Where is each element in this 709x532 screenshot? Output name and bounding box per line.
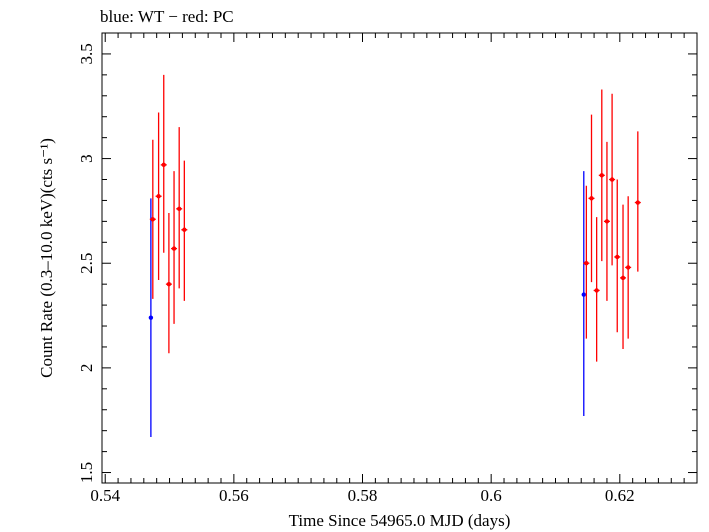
data-point xyxy=(594,288,599,293)
data-point xyxy=(156,194,161,199)
x-axis: 0.54 0.56 0.58 0.6 0.62 xyxy=(90,33,698,505)
data-point xyxy=(584,261,589,266)
y-axis: 1.5 2 2.5 3 3.5 xyxy=(77,32,697,483)
series-pc xyxy=(149,74,641,362)
data-point xyxy=(148,315,154,320)
chart-title: blue: WT − red: PC xyxy=(100,7,234,26)
data-series xyxy=(148,74,641,437)
x-tick-label: 0.6 xyxy=(481,486,502,505)
data-point xyxy=(171,246,177,251)
data-point xyxy=(182,227,187,232)
data-point xyxy=(166,281,172,287)
plot-frame xyxy=(101,32,698,484)
data-point xyxy=(161,162,166,168)
y-tick-label: 3 xyxy=(77,154,96,163)
y-tick-label: 1.5 xyxy=(77,462,96,483)
data-point xyxy=(620,275,626,281)
y-tick-label: 2 xyxy=(77,364,96,373)
data-point xyxy=(581,292,586,297)
data-point xyxy=(625,265,631,270)
x-tick-label: 0.54 xyxy=(90,486,120,505)
data-point xyxy=(150,217,156,222)
y-tick-label: 3.5 xyxy=(77,43,96,64)
data-point xyxy=(615,254,620,260)
data-point xyxy=(609,177,615,182)
data-point xyxy=(604,219,610,224)
x-tick-label: 0.62 xyxy=(605,486,635,505)
x-tick-label: 0.58 xyxy=(348,486,378,505)
data-point xyxy=(635,200,641,205)
data-point xyxy=(589,196,594,201)
y-tick-label: 2.5 xyxy=(77,253,96,274)
x-tick-label: 0.56 xyxy=(219,486,249,505)
y-axis-title: Count Rate (0.3–10.0 keV)(cts s⁻¹) xyxy=(37,138,56,378)
data-point xyxy=(599,173,604,178)
series-wt xyxy=(148,171,586,437)
data-point xyxy=(176,206,182,212)
x-axis-title: Time Since 54965.0 MJD (days) xyxy=(289,511,511,530)
